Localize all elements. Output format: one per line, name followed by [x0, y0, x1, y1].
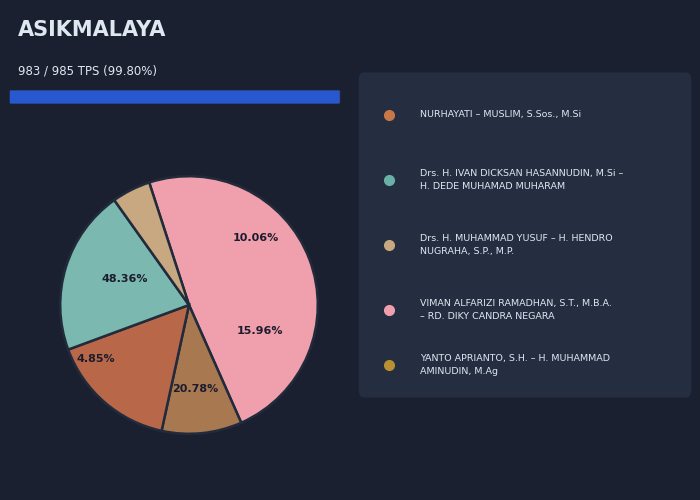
Wedge shape: [162, 305, 242, 434]
FancyBboxPatch shape: [10, 90, 340, 104]
Text: 983 / 985 TPS (99.80%): 983 / 985 TPS (99.80%): [18, 65, 157, 78]
Text: Drs. H. MUHAMMAD YUSUF – H. HENDRO
NUGRAHA, S.P., M.P.: Drs. H. MUHAMMAD YUSUF – H. HENDRO NUGRA…: [420, 234, 612, 256]
Text: ASIKMALAYA: ASIKMALAYA: [18, 20, 166, 40]
Text: 48.36%: 48.36%: [102, 274, 148, 284]
Text: YANTO APRIANTO, S.H. – H. MUHAMMAD
AMINUDIN, M.Ag: YANTO APRIANTO, S.H. – H. MUHAMMAD AMINU…: [420, 354, 610, 376]
Text: VIMAN ALFARIZI RAMADHAN, S.T., M.B.A.
– RD. DIKY CANDRA NEGARA: VIMAN ALFARIZI RAMADHAN, S.T., M.B.A. – …: [420, 299, 612, 321]
Text: 15.96%: 15.96%: [237, 326, 283, 336]
Wedge shape: [60, 200, 189, 350]
Text: NURHAYATI – MUSLIM, S.Sos., M.Si: NURHAYATI – MUSLIM, S.Sos., M.Si: [420, 110, 581, 120]
Text: 20.78%: 20.78%: [172, 384, 218, 394]
Wedge shape: [149, 176, 318, 422]
Wedge shape: [114, 182, 189, 305]
Text: 10.06%: 10.06%: [233, 233, 279, 243]
Text: 4.85%: 4.85%: [77, 354, 116, 364]
FancyBboxPatch shape: [358, 72, 692, 398]
Wedge shape: [68, 305, 189, 431]
FancyBboxPatch shape: [10, 90, 340, 104]
Text: Drs. H. IVAN DICKSAN HASANNUDIN, M.Si –
H. DEDE MUHAMAD MUHARAM: Drs. H. IVAN DICKSAN HASANNUDIN, M.Si – …: [420, 169, 623, 190]
